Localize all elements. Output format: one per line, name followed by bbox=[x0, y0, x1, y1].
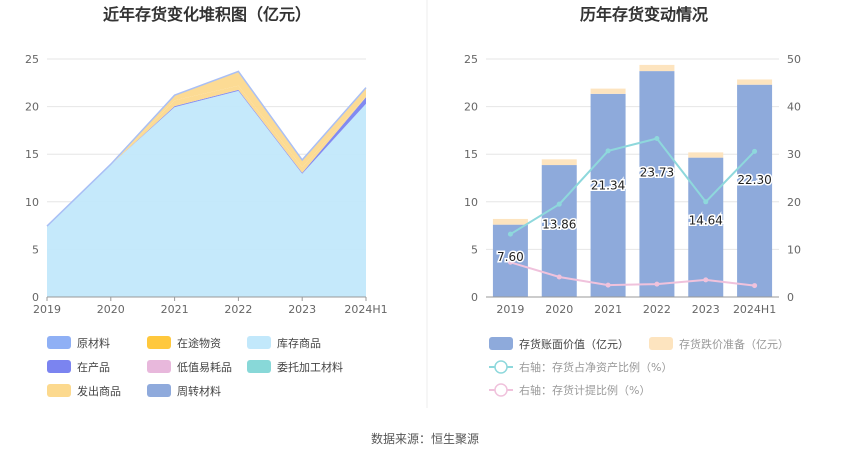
left-legend-swatch bbox=[47, 360, 71, 373]
net-asset-ratio-point bbox=[605, 148, 611, 154]
right-legend-marker bbox=[494, 383, 508, 397]
left-legend-label: 库存商品 bbox=[277, 336, 321, 350]
inventory-book-value-bar bbox=[688, 157, 724, 297]
right-legend-label: 右轴：存货计提比例（%） bbox=[519, 383, 650, 397]
left-x-tick-label: 2024H1 bbox=[344, 303, 387, 316]
inventory-reserve-bar bbox=[639, 64, 675, 72]
inventory-reserve-bar bbox=[688, 152, 724, 158]
bar-value-label: 21.34 bbox=[591, 178, 625, 192]
left-legend-label: 发出商品 bbox=[77, 384, 121, 398]
right-y-tick-label: 25 bbox=[464, 53, 478, 66]
inventory-book-value-bar bbox=[639, 71, 675, 298]
left-chart-areas bbox=[46, 70, 367, 298]
inventory-reserve-bar bbox=[737, 79, 773, 85]
inventory-book-value-bar bbox=[590, 93, 626, 297]
right-y2-tick-label: 20 bbox=[787, 196, 801, 209]
left-legend-swatch bbox=[147, 360, 171, 373]
left-legend-swatch bbox=[247, 336, 271, 349]
right-x-tick-label: 2024H1 bbox=[733, 303, 776, 316]
right-y-tick-label: 5 bbox=[471, 243, 478, 256]
provision-ratio-point bbox=[654, 281, 660, 287]
left-x-tick-label: 2021 bbox=[161, 303, 189, 316]
left-x-tick-label: 2023 bbox=[288, 303, 316, 316]
right-x-tick-label: 2021 bbox=[594, 303, 622, 316]
provision-ratio-line bbox=[510, 261, 755, 287]
right-y-tick-label: 0 bbox=[471, 291, 478, 304]
left-legend-swatch bbox=[47, 384, 71, 397]
left-legend-swatch bbox=[147, 384, 171, 397]
bar-value-label: 14.64 bbox=[689, 213, 723, 227]
left-chart-axes: 0 5 10 15 20 25 2019 2020 2021 2022 2023 2024H1 bbox=[25, 53, 388, 316]
right-chart-axes: 0 0 5 10 10 20 15 30 20 40 25 50 2019 2020 2021 2022 202… bbox=[464, 53, 801, 316]
right-y2-tick-label: 40 bbox=[787, 101, 801, 114]
left-y-tick-label: 25 bbox=[25, 53, 39, 66]
right-chart-bar-labels: 7.60 13.86 21.34 23.73 14.64 22.30 bbox=[496, 164, 774, 265]
right-chart-bars bbox=[492, 64, 773, 298]
right-x-tick-label: 2023 bbox=[692, 303, 720, 316]
provision-ratio-point bbox=[752, 283, 758, 289]
left-y-tick-label: 15 bbox=[25, 148, 39, 161]
left-x-tick-label: 2020 bbox=[97, 303, 125, 316]
right-legend-swatch bbox=[649, 337, 673, 350]
left-y-tick-label: 0 bbox=[32, 291, 39, 304]
bar-value-label: 22.30 bbox=[737, 173, 771, 187]
right-x-tick-label: 2019 bbox=[496, 303, 524, 316]
right-y2-tick-label: 0 bbox=[787, 291, 794, 304]
right-chart-lines bbox=[507, 135, 758, 289]
provision-ratio-point bbox=[556, 274, 562, 280]
right-y2-tick-label: 30 bbox=[787, 148, 801, 161]
left-legend-swatch bbox=[247, 360, 271, 373]
bar-value-label: 7.60 bbox=[497, 250, 524, 264]
left-area-series bbox=[47, 90, 366, 298]
net-asset-ratio-point bbox=[752, 148, 758, 154]
right-y-tick-label: 10 bbox=[464, 196, 478, 209]
left-area-top-line bbox=[46, 70, 367, 227]
left-legend-label: 低值易耗品 bbox=[177, 361, 232, 374]
right-chart-legend: 存货账面价值（亿元） 存货跌价准备（亿元） 右轴：存货占净资产比例（%） 右轴：存货计… bbox=[489, 337, 789, 397]
provision-ratio-point bbox=[605, 282, 611, 288]
left-legend-label: 在产品 bbox=[77, 360, 110, 374]
right-legend-swatch bbox=[489, 337, 513, 350]
right-legend-label: 存货账面价值（亿元） bbox=[519, 337, 629, 351]
left-legend-label: 周转材料 bbox=[177, 384, 221, 398]
net-asset-ratio-point bbox=[556, 201, 562, 207]
left-legend-swatch bbox=[147, 336, 171, 349]
right-chart-grid bbox=[486, 58, 779, 298]
right-y-tick-label: 20 bbox=[464, 101, 478, 114]
left-legend-label: 原材料 bbox=[77, 336, 110, 350]
bar-value-label: 23.73 bbox=[640, 166, 674, 180]
inventory-reserve-bar bbox=[590, 88, 626, 94]
inventory-reserve-bar bbox=[541, 159, 577, 166]
net-asset-ratio-point bbox=[703, 199, 709, 205]
left-x-tick-label: 2019 bbox=[33, 303, 61, 316]
right-chart-title: 历年存货变动情况 bbox=[580, 5, 708, 24]
left-legend-label: 委托加工材料 bbox=[277, 360, 343, 374]
left-y-tick-label: 20 bbox=[25, 101, 39, 114]
right-y2-tick-label: 10 bbox=[787, 243, 801, 256]
net-asset-ratio-point bbox=[654, 135, 660, 141]
left-x-tick-label: 2022 bbox=[224, 303, 252, 316]
right-y-tick-label: 15 bbox=[464, 148, 478, 161]
inventory-reserve-bar bbox=[492, 218, 528, 225]
bar-value-label: 13.86 bbox=[542, 217, 576, 231]
provision-ratio-point bbox=[507, 259, 513, 265]
data-source-note: 数据来源：恒生聚源 bbox=[371, 431, 479, 446]
right-legend-label: 存货跌价准备（亿元） bbox=[679, 337, 789, 351]
left-legend-label: 在途物资 bbox=[177, 336, 221, 350]
left-chart-title: 近年存货变化堆积图（亿元） bbox=[103, 5, 311, 24]
provision-ratio-point bbox=[703, 277, 709, 283]
right-x-tick-label: 2020 bbox=[545, 303, 573, 316]
right-legend-marker bbox=[494, 360, 508, 374]
inventory-book-value-bar bbox=[737, 84, 773, 297]
left-y-tick-label: 5 bbox=[32, 243, 39, 256]
net-asset-ratio-point bbox=[507, 231, 513, 237]
right-legend-label: 右轴：存货占净资产比例（%） bbox=[519, 360, 672, 374]
left-legend-swatch bbox=[47, 336, 71, 349]
right-y2-tick-label: 50 bbox=[787, 53, 801, 66]
left-y-tick-label: 10 bbox=[25, 196, 39, 209]
right-x-tick-label: 2022 bbox=[643, 303, 671, 316]
net-asset-ratio-line bbox=[509, 137, 756, 236]
